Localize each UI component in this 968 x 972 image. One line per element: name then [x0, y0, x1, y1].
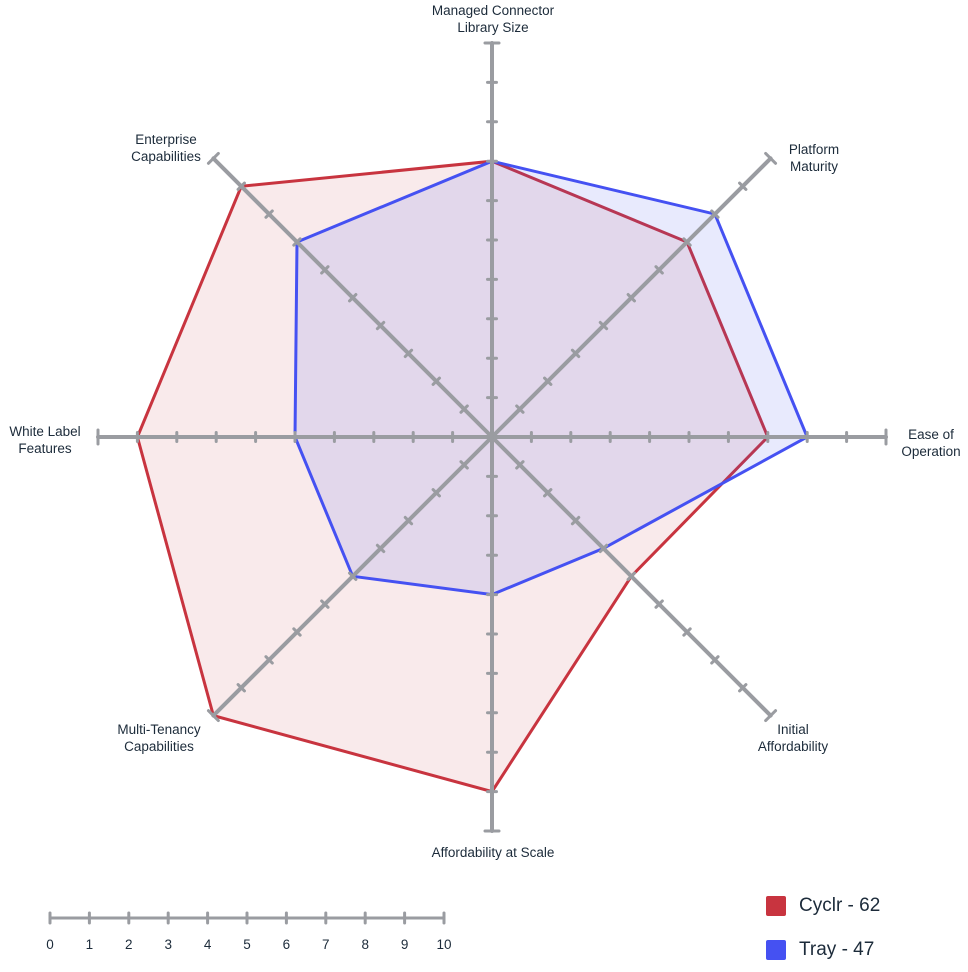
axis-7-tick-3	[403, 348, 414, 359]
axis-5-tick-4	[375, 543, 386, 554]
axis-label-5: Multi-Tenancy Capabilities	[117, 722, 201, 754]
series-layer	[135, 159, 810, 794]
axis-1-tick-7	[682, 237, 692, 247]
scale-tick-label-7: 7	[322, 937, 330, 952]
axis-3-tick-5	[626, 571, 636, 581]
axis-1-tick-5	[626, 293, 636, 303]
scale-tick-label-3: 3	[164, 937, 172, 952]
legend-label-1: Tray - 47	[799, 939, 875, 960]
scale-tick-label-10: 10	[436, 937, 451, 952]
axis-7-tick-4	[375, 320, 386, 331]
axis-label-1: Platform Maturity	[789, 142, 839, 174]
axis-1-tick-3	[570, 348, 581, 359]
axis-1-tick-4	[598, 320, 609, 331]
axis-5-tick-5	[348, 571, 358, 581]
axis-7-tick-8	[264, 209, 274, 219]
axis-5-tick-6	[320, 599, 330, 609]
legend-item-1: Tray - 47	[766, 928, 880, 972]
axis-5-tick-7	[292, 627, 302, 637]
axis-5-tick-9	[236, 683, 246, 693]
axis-3-tick-4	[598, 543, 609, 554]
axis-1-tick-8	[710, 209, 720, 219]
scale-tick-label-6: 6	[283, 937, 291, 952]
legend: Cyclr - 62 Tray - 47	[766, 884, 880, 972]
axis-7-tick-5	[348, 293, 358, 303]
axis-label-3: Initial Affordability	[758, 722, 829, 754]
axis-1-tick-10	[764, 151, 778, 165]
axis-7-tick-10	[206, 151, 220, 165]
axis-3-tick-7	[682, 627, 692, 637]
axis-7-tick-6	[320, 265, 330, 275]
axis-1-tick-2	[543, 376, 553, 386]
axis-5-tick-8	[264, 655, 274, 665]
axis-3-tick-8	[710, 655, 720, 665]
axis-labels: Managed Connector Library Size Platform Mat…	[9, 3, 960, 860]
scale-bar: 0 1 2 3 4 5 6 7 8 9 10	[46, 911, 452, 952]
axis-1-tick-1	[515, 404, 525, 414]
axis-3-tick-3	[570, 515, 581, 526]
axis-label-7: Enterprise Capabilities	[131, 132, 201, 164]
scale-tick-label-5: 5	[243, 937, 251, 952]
scale-tick-label-8: 8	[361, 937, 369, 952]
axis-1-tick-9	[738, 181, 748, 191]
scale-tick-label-9: 9	[401, 937, 409, 952]
axis-5-tick-10	[206, 709, 220, 723]
axis-7-tick-1	[459, 404, 469, 414]
scale-tick-label-1: 1	[86, 937, 94, 952]
axis-7-tick-7	[292, 237, 302, 247]
axis-5-tick-1	[459, 460, 469, 470]
legend-swatch-1	[766, 940, 786, 960]
axis-label-4: Affordability at Scale	[432, 845, 555, 860]
legend-swatch-0	[766, 896, 786, 916]
axis-1-tick-6	[654, 265, 664, 275]
legend-label-0: Cyclr - 62	[799, 895, 881, 916]
axis-3-tick-2	[543, 488, 553, 498]
axis-3-tick-6	[654, 599, 664, 609]
axis-7-tick-9	[236, 181, 246, 191]
scale-tick-label-0: 0	[46, 937, 54, 952]
legend-item-0: Cyclr - 62	[766, 884, 880, 928]
axes-layer	[96, 41, 888, 833]
axis-label-0: Managed Connector Library Size	[432, 3, 555, 35]
scale-tick-label-2: 2	[125, 937, 133, 952]
axis-5-tick-2	[431, 488, 441, 498]
scale-tick-label-4: 4	[204, 937, 212, 952]
axis-label-2: Ease of Operation	[901, 427, 960, 459]
axis-label-6: White Label Features	[9, 424, 80, 456]
axis-3-tick-9	[738, 683, 748, 693]
axis-7-tick-2	[431, 376, 441, 386]
axis-3-tick-1	[515, 460, 525, 470]
axis-3-tick-10	[764, 709, 778, 723]
axis-5-tick-3	[403, 515, 414, 526]
